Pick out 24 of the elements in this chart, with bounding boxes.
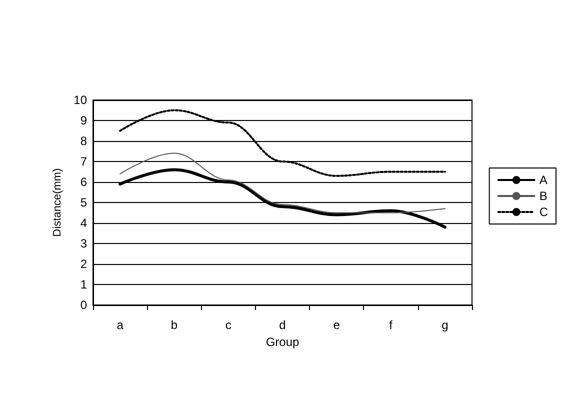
y-tick-label: 5	[80, 196, 88, 210]
y-tick-label: 2	[80, 257, 88, 271]
y-tick-label: 9	[80, 114, 88, 128]
y-tick-label: 7	[80, 154, 88, 168]
x-tick-label: e	[333, 318, 340, 332]
y-axis-title: Distance(mm)	[51, 168, 64, 237]
legend-label: C	[539, 205, 548, 219]
x-tick-label: g	[442, 318, 448, 332]
x-tick-label: d	[279, 318, 286, 332]
y-tick-label: 10	[74, 93, 88, 107]
line-series	[120, 152, 446, 214]
legend-label: A	[539, 173, 548, 187]
x-axis-title: Group	[266, 334, 300, 349]
y-tick-label: 1	[80, 278, 88, 292]
y-tick-label: 6	[80, 175, 88, 189]
x-tick-label: a	[116, 318, 124, 332]
x-tick-label: b	[170, 318, 178, 332]
y-tick-label: 4	[80, 216, 88, 230]
legend-label: B	[539, 189, 548, 203]
y-tick-label: 3	[80, 236, 88, 250]
y-tick-label: 8	[80, 134, 88, 148]
y-tick-label: 0	[80, 298, 88, 312]
x-tick-label: c	[225, 318, 232, 332]
x-tick-label: f	[389, 318, 394, 332]
